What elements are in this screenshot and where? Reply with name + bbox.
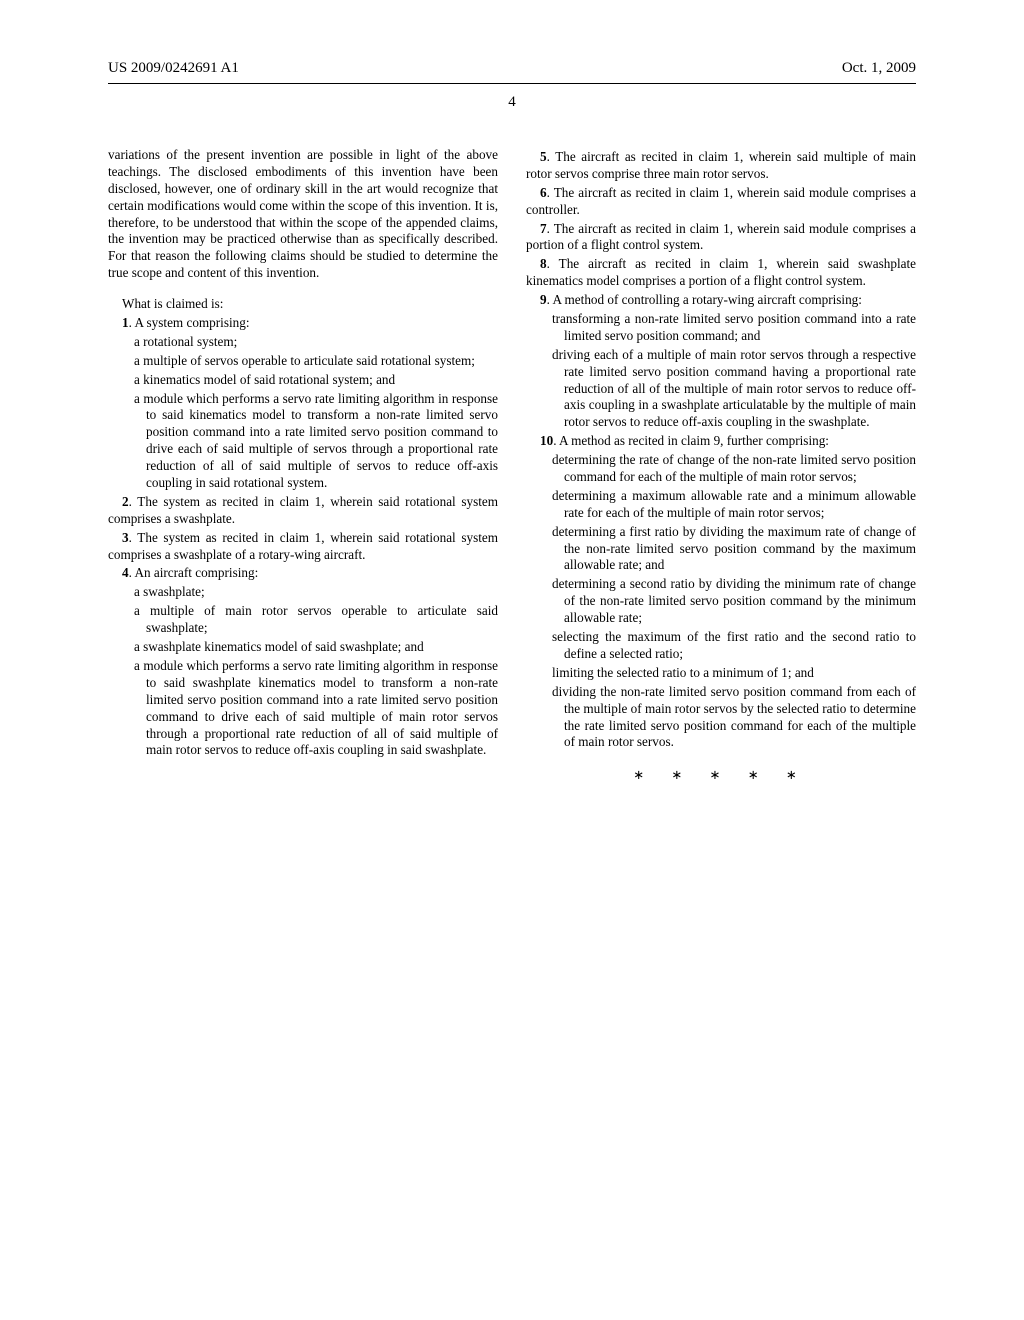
claim-1-sub-3: a kinematics model of said rotational sy… — [108, 372, 498, 389]
claim-8: 8. The aircraft as recited in claim 1, w… — [526, 256, 916, 290]
body-columns: variations of the present invention are … — [108, 147, 916, 797]
claim-8-num: 8 — [540, 256, 547, 271]
claim-1-head: 1. A system comprising: — [108, 315, 498, 332]
claim-9-head: 9. A method of controlling a rotary-wing… — [526, 292, 916, 309]
page-number: 4 — [108, 94, 916, 111]
claim-1-sub-1: a rotational system; — [108, 334, 498, 351]
claim-6-num: 6 — [540, 185, 547, 200]
claim-10-sub-2: determining a maximum allowable rate and… — [526, 488, 916, 522]
claim-10-sub-6: limiting the selected ratio to a minimum… — [526, 665, 916, 682]
claim-4-sub-2: a multiple of main rotor servos operable… — [108, 603, 498, 637]
claim-7-num: 7 — [540, 221, 547, 236]
claim-3-num: 3 — [122, 530, 129, 545]
publication-number: US 2009/0242691 A1 — [108, 60, 239, 77]
claim-7: 7. The aircraft as recited in claim 1, w… — [526, 221, 916, 255]
claim-5-text: . The aircraft as recited in claim 1, wh… — [526, 149, 916, 181]
claim-4-sub-1: a swashplate; — [108, 584, 498, 601]
claim-10-sub-1: determining the rate of change of the no… — [526, 452, 916, 486]
claim-3: 3. The system as recited in claim 1, whe… — [108, 530, 498, 564]
claim-9-num: 9 — [540, 292, 547, 307]
claim-1-num: 1 — [122, 315, 129, 330]
claim-8-text: . The aircraft as recited in claim 1, wh… — [526, 256, 916, 288]
claim-2: 2. The system as recited in claim 1, whe… — [108, 494, 498, 528]
claim-9-sub-2: driving each of a multiple of main rotor… — [526, 347, 916, 431]
claim-4-sub-4: a module which performs a servo rate lim… — [108, 658, 498, 759]
claim-4-head: 4. An aircraft comprising: — [108, 565, 498, 582]
claim-10-sub-5: selecting the maximum of the first ratio… — [526, 629, 916, 663]
page-header: US 2009/0242691 A1 Oct. 1, 2009 — [108, 60, 916, 77]
claim-1-sub-4: a module which performs a servo rate lim… — [108, 391, 498, 492]
patent-page: US 2009/0242691 A1 Oct. 1, 2009 4 variat… — [0, 0, 1024, 1320]
claim-4-num: 4 — [122, 565, 129, 580]
claim-9-text: . A method of controlling a rotary-wing … — [547, 292, 862, 307]
claim-2-num: 2 — [122, 494, 129, 509]
what-is-claimed: What is claimed is: — [108, 296, 498, 313]
claim-1-text: . A system comprising: — [129, 315, 250, 330]
claim-4-text: . An aircraft comprising: — [129, 565, 259, 580]
intro-paragraph: variations of the present invention are … — [108, 147, 498, 282]
claim-10-num: 10 — [540, 433, 553, 448]
claim-7-text: . The aircraft as recited in claim 1, wh… — [526, 221, 916, 253]
claim-10-sub-3: determining a first ratio by dividing th… — [526, 524, 916, 575]
claim-6-text: . The aircraft as recited in claim 1, wh… — [526, 185, 916, 217]
claim-3-text: . The system as recited in claim 1, wher… — [108, 530, 498, 562]
claim-9-sub-1: transforming a non-rate limited servo po… — [526, 311, 916, 345]
claim-5: 5. The aircraft as recited in claim 1, w… — [526, 149, 916, 183]
claim-10-head: 10. A method as recited in claim 9, furt… — [526, 433, 916, 450]
claim-1-sub-2: a multiple of servos operable to articul… — [108, 353, 498, 370]
end-marks: ∗ ∗ ∗ ∗ ∗ — [526, 767, 916, 784]
publication-date: Oct. 1, 2009 — [842, 60, 916, 77]
claim-6: 6. The aircraft as recited in claim 1, w… — [526, 185, 916, 219]
claim-10-sub-7: dividing the non-rate limited servo posi… — [526, 684, 916, 752]
claim-10-text: . A method as recited in claim 9, furthe… — [553, 433, 829, 448]
header-rule — [108, 83, 916, 84]
claim-2-text: . The system as recited in claim 1, wher… — [108, 494, 498, 526]
claim-10-sub-4: determining a second ratio by dividing t… — [526, 576, 916, 627]
claim-4-sub-3: a swashplate kinematics model of said sw… — [108, 639, 498, 656]
claim-5-num: 5 — [540, 149, 547, 164]
